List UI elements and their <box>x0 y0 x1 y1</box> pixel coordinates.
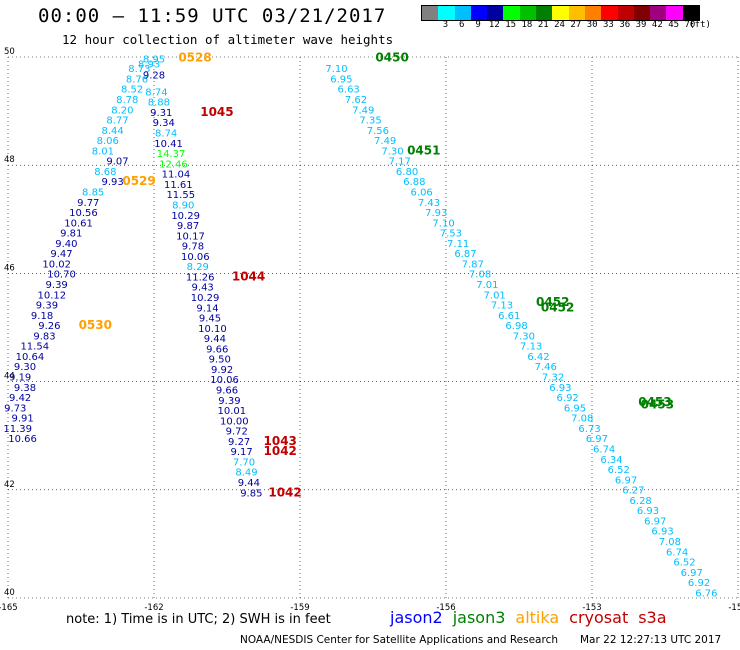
pass-time-label: 0528 <box>178 50 211 64</box>
pass-time-label: 1044 <box>232 269 265 283</box>
satellite-legend: jason2 jason3 altika cryosat s3a <box>390 608 677 627</box>
legend-item-s3a: s3a <box>638 608 666 627</box>
legend-item-altika: altika <box>515 608 559 627</box>
lat-tick-label: 42 <box>4 480 15 490</box>
wave-height-value: 9.93 <box>102 177 124 188</box>
lat-tick-label: 48 <box>4 155 15 165</box>
generation-timestamp: Mar 22 12:27:13 UTC 2017 <box>580 634 721 646</box>
lat-tick-label: 50 <box>4 47 15 57</box>
pass-time-label: 0451 <box>407 143 440 157</box>
legend-item-jason2: jason2 <box>390 608 443 627</box>
pass-time-label: 0530 <box>79 318 112 332</box>
pass-time-label: 0450 <box>375 50 408 64</box>
pass-time-label: 0529 <box>122 174 155 188</box>
pass-time-label: 0453 <box>641 398 674 412</box>
pass-time-label: 1042 <box>264 444 297 458</box>
lat-tick-label: 46 <box>4 263 15 273</box>
lon-tick-label: -150 <box>728 603 740 613</box>
wave-height-value: 8.93 <box>138 59 160 70</box>
pass-time-label: 1045 <box>200 105 233 119</box>
pass-time-label: 0452 <box>541 300 574 314</box>
lon-tick-label: -165 <box>0 603 18 613</box>
pass-time-label: 1042 <box>268 485 301 499</box>
wave-height-value: 9.28 <box>143 71 165 82</box>
legend-item-cryosat: cryosat <box>569 608 628 627</box>
wave-height-value: 6.76 <box>695 588 717 599</box>
wave-height-value: 10.66 <box>8 434 37 445</box>
lat-tick-label: 40 <box>4 588 15 598</box>
legend-item-jason3: jason3 <box>453 608 506 627</box>
footer-note: note: 1) Time is in UTC; 2) SWH is in fe… <box>66 612 331 627</box>
wave-height-value: 9.85 <box>240 488 262 499</box>
credit-line: NOAA/NESDIS Center for Satellite Applica… <box>240 634 558 646</box>
